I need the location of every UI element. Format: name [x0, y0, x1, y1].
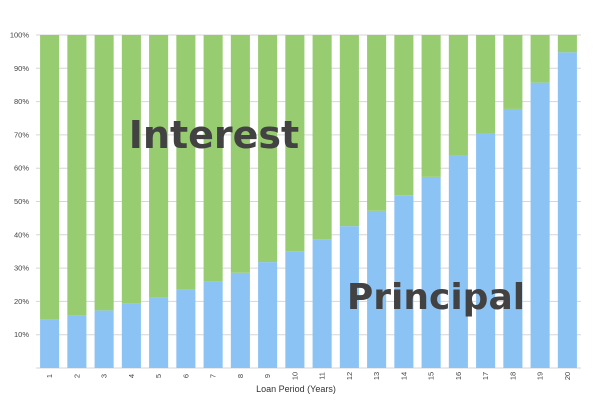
- bar-principal-3: [94, 310, 114, 368]
- x-axis-title: Loan Period (Years): [256, 384, 336, 394]
- bar-interest-14: [394, 35, 414, 196]
- bar-interest-19: [530, 35, 550, 83]
- y-tick-label: 40%: [14, 230, 29, 239]
- bar-principal-12: [339, 226, 359, 368]
- bar-principal-7: [203, 281, 223, 368]
- bar-principal-13: [367, 210, 387, 368]
- bar-principal-16: [448, 155, 468, 368]
- x-tick-label: 5: [154, 374, 163, 378]
- bar-principal-9: [258, 262, 278, 368]
- bar-interest-3: [94, 35, 114, 311]
- x-tick-label: 2: [72, 374, 81, 378]
- bar-interest-6: [176, 35, 196, 290]
- bar-principal-5: [149, 297, 169, 368]
- bar-interest-1: [40, 35, 60, 320]
- bar-interest-18: [503, 35, 523, 109]
- x-tick-label: 7: [209, 374, 218, 378]
- y-tick-label: 100%: [10, 31, 30, 40]
- x-tick-label: 1: [45, 374, 54, 378]
- bar-interest-11: [312, 35, 332, 240]
- x-tick-label: 19: [536, 372, 545, 380]
- bar-principal-8: [230, 272, 250, 368]
- y-tick-label: 90%: [14, 64, 29, 73]
- bar-principal-6: [176, 289, 196, 368]
- x-tick-label: 13: [372, 372, 381, 380]
- y-tick-label: 50%: [14, 197, 29, 206]
- bar-principal-2: [67, 315, 87, 368]
- x-tick-label: 16: [454, 372, 463, 380]
- x-tick-label: 15: [427, 372, 436, 380]
- bar-principal-18: [503, 108, 523, 369]
- x-tick-label: 6: [181, 374, 190, 378]
- y-tick-label: 70%: [14, 130, 29, 139]
- bar-interest-13: [367, 35, 387, 211]
- y-tick-label: 60%: [14, 164, 29, 173]
- bar-interest-4: [121, 35, 141, 304]
- bar-principal-1: [40, 319, 60, 368]
- x-tick-label: 17: [481, 372, 490, 380]
- bar-interest-7: [203, 35, 223, 282]
- bar-principal-20: [557, 52, 577, 368]
- bar-interest-8: [230, 35, 250, 273]
- bar-interest-20: [557, 35, 577, 53]
- principal-label: Principal: [347, 277, 525, 318]
- y-tick-label: 30%: [14, 264, 29, 273]
- x-axis-ticks: 1 2 3 4 5 6 7 8 9 10 11 12 13 14 15 16 17 18 19 20: [45, 372, 572, 380]
- bar-interest-5: [149, 35, 169, 298]
- bar-principal-4: [121, 303, 141, 368]
- bar-interest-16: [448, 35, 468, 156]
- bar-interest-2: [67, 35, 87, 316]
- x-tick-label: 10: [290, 372, 299, 380]
- x-tick-label: 8: [236, 374, 245, 378]
- bar-principal-10: [285, 251, 305, 368]
- bar-interest-10: [285, 35, 305, 252]
- bar-principal-15: [421, 176, 441, 368]
- bar-interest-15: [421, 35, 441, 177]
- x-tick-label: 4: [127, 374, 136, 378]
- x-tick-label: 3: [100, 374, 109, 378]
- x-tick-label: 14: [399, 372, 408, 380]
- interest-label: Interest: [129, 113, 299, 157]
- bar-principal-17: [476, 133, 496, 368]
- x-tick-label: 9: [263, 374, 272, 378]
- bar-interest-17: [476, 35, 496, 134]
- x-tick-label: 12: [345, 372, 354, 380]
- x-tick-label: 20: [563, 372, 572, 380]
- y-tick-label: 20%: [14, 297, 29, 306]
- bar-interest-12: [339, 35, 359, 227]
- x-tick-label: 18: [508, 372, 517, 380]
- y-axis-ticks: 10% 20% 30% 40% 50% 60% 70% 80% 90% 100%: [10, 31, 30, 340]
- y-tick-label: 10%: [14, 330, 29, 339]
- bar-principal-11: [312, 239, 332, 368]
- bar-interest-9: [258, 35, 278, 263]
- bar-principal-14: [394, 195, 414, 368]
- y-tick-label: 80%: [14, 97, 29, 106]
- gridlines: [36, 34, 581, 369]
- bars: [40, 35, 577, 369]
- bar-principal-19: [530, 82, 550, 368]
- x-tick-label: 11: [318, 372, 327, 380]
